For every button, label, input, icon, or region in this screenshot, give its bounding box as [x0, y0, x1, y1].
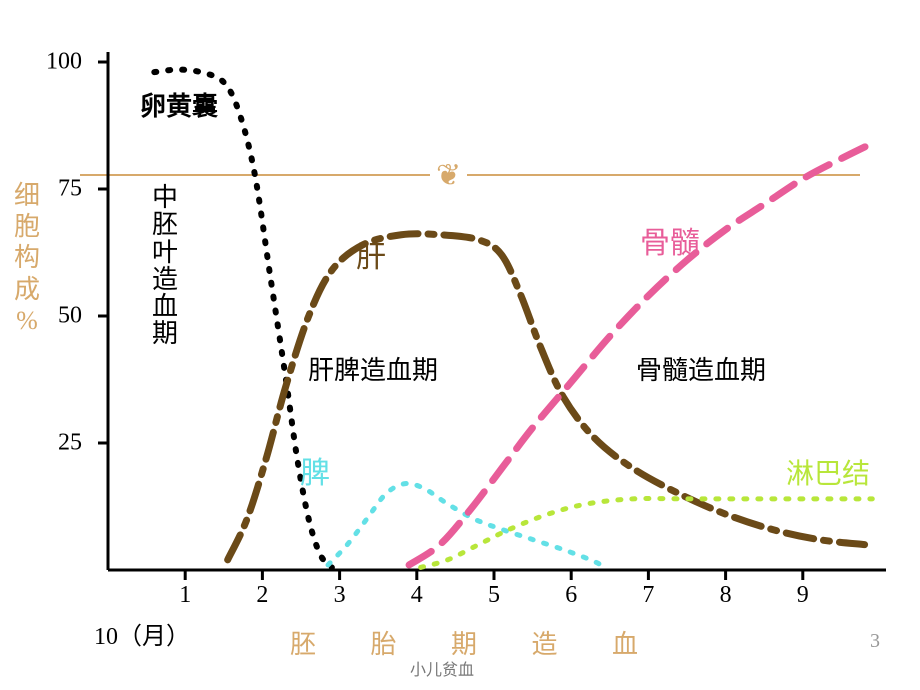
x-tick-label: 1	[179, 582, 191, 609]
footer-caption: 小儿贫血	[410, 656, 474, 680]
x-tick-label: 7	[642, 582, 654, 609]
x-tick-label: 3	[334, 582, 346, 609]
annotation-marrow_period: 骨髓造血期	[636, 350, 766, 387]
x-axis-title: 胚 胎 期 造 血	[290, 624, 662, 661]
annotation-lymph_label: 淋巴结	[786, 452, 870, 492]
x-axis-ten-month: 10（月）	[94, 616, 190, 651]
chart-svg	[0, 0, 920, 690]
curves	[154, 70, 872, 568]
y-tick-label: 50	[58, 303, 82, 330]
annotation-marrow_label: 骨髓	[640, 218, 700, 262]
x-tick-label: 6	[565, 582, 577, 609]
annotation-spleen_label: 脾	[300, 448, 330, 492]
series-spleen	[328, 483, 606, 567]
x-tick-label: 2	[256, 582, 268, 609]
x-tick-label: 9	[797, 582, 809, 609]
x-tick-label: 5	[488, 582, 500, 609]
annotation-liver_label: 肝	[356, 232, 386, 276]
y-tick-label: 25	[58, 430, 82, 457]
annotation-liver_spleen_period: 肝脾造血期	[308, 350, 438, 387]
series-lymph	[421, 499, 873, 568]
y-axis-title: 细胞构成%	[14, 180, 40, 336]
annotation-yolk_label: 卵黄囊	[140, 86, 218, 123]
x-tick-label: 4	[411, 582, 423, 609]
axes	[98, 52, 886, 580]
page-number: 3	[870, 630, 880, 653]
y-tick-label: 75	[58, 176, 82, 203]
chart-root: { "chart": { "type": "line", "background…	[0, 0, 920, 690]
annotation-mesoblast_period: 中胚叶造血期	[152, 184, 178, 348]
series-liver	[228, 234, 865, 560]
y-tick-label: 100	[46, 49, 82, 76]
x-tick-label: 8	[720, 582, 732, 609]
